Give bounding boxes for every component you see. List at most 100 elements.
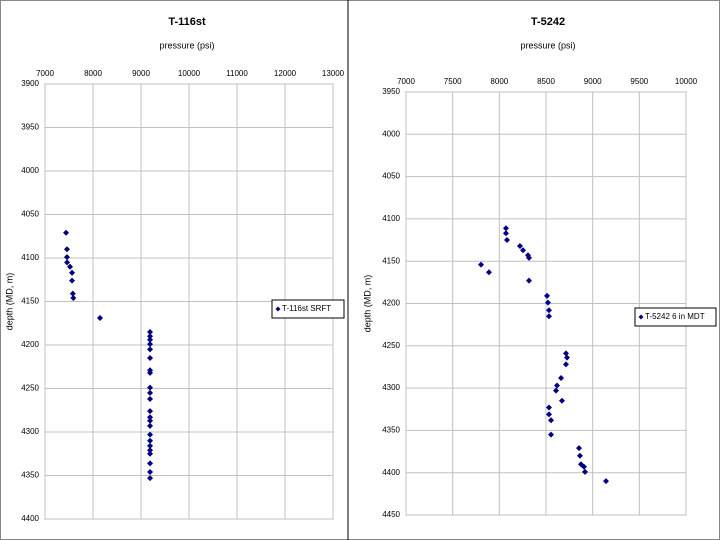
y-tick-label: 4400 [382,468,400,477]
y-tick-label: 4050 [21,210,39,219]
point [552,387,559,394]
point [63,246,70,253]
y-axis-title: depth (MD, m) [362,275,372,333]
y-tick-label: 4300 [21,427,39,436]
y-tick-label: 3900 [21,79,39,88]
point [548,417,555,424]
point [67,263,74,270]
point [147,442,154,449]
point [69,290,76,297]
point [582,468,589,475]
x-tick-label: 10000 [675,77,698,86]
x-tick-label: 8000 [490,77,508,86]
x-tick-label: 8500 [537,77,555,86]
point [69,269,76,276]
point [603,478,610,485]
point [63,229,70,236]
point [526,277,533,284]
y-tick-label: 4000 [21,166,39,175]
legend-marker [275,306,281,312]
point [147,369,154,376]
point [545,404,552,411]
x-tick-label: 9000 [584,77,602,86]
point [147,408,154,415]
y-tick-label: 4150 [21,297,39,306]
y-tick-label: 3950 [21,123,39,132]
point [558,374,565,381]
point [502,230,509,237]
legend-label: T-116st SRFT [282,304,331,313]
x-tick-label: 8000 [84,69,102,78]
x-tick-label: 7000 [397,77,415,86]
y-tick-label: 4200 [21,340,39,349]
point [147,355,154,362]
point [558,397,565,404]
point [147,437,154,444]
point [64,259,71,266]
x-tick-label: 9500 [630,77,648,86]
point [485,269,492,276]
point [576,445,583,452]
legend-box [271,299,345,319]
x-axis-title: pressure (psi) [520,40,575,50]
point [526,254,533,261]
x-tick-label: 11000 [226,69,248,78]
y-tick-label: 4050 [382,172,400,181]
point [147,341,154,348]
point [548,431,555,438]
point [97,315,104,322]
y-tick-label: 4250 [21,384,39,393]
y-tick-label: 3950 [382,87,400,96]
point [545,411,552,418]
point [147,328,154,335]
point [520,247,527,254]
point [147,460,154,467]
point [147,417,154,424]
y-axis-title: depth (MD, m) [4,273,14,331]
point [70,295,77,302]
point [63,254,70,261]
x-tick-label: 10000 [178,69,201,78]
point [478,261,485,268]
x-axis-title: pressure (psi) [159,40,214,50]
point [147,447,154,454]
x-tick-label: 9000 [132,69,150,78]
point [544,292,551,299]
y-tick-label: 4000 [382,129,400,138]
y-tick-label: 4350 [21,471,39,480]
point [147,431,154,438]
point [147,395,154,402]
point [545,313,552,320]
chart-title: T-116st [168,16,206,28]
y-tick-label: 4400 [21,514,39,523]
point [147,336,154,343]
y-tick-label: 4250 [382,341,400,350]
y-tick-label: 4100 [21,253,39,262]
point [503,237,510,244]
point [147,475,154,482]
point [147,414,154,421]
point [580,463,587,470]
point [544,299,551,306]
point [147,469,154,476]
legend-marker [638,314,644,320]
y-tick-label: 4450 [382,510,400,519]
legend-label: T-5242 6 in MDT [645,312,705,321]
point [147,389,154,396]
point [562,350,569,357]
y-tick-label: 4100 [382,214,400,223]
point [147,346,154,353]
point [564,354,570,361]
point [545,307,552,314]
legend-box [634,307,717,327]
x-tick-label: 7500 [444,77,462,86]
point [147,333,154,340]
y-tick-label: 4150 [382,256,400,265]
x-tick-label: 7000 [36,69,54,78]
y-tick-label: 4300 [382,383,400,392]
point [147,384,154,391]
point [69,277,76,284]
point [576,452,583,459]
point [502,225,509,232]
